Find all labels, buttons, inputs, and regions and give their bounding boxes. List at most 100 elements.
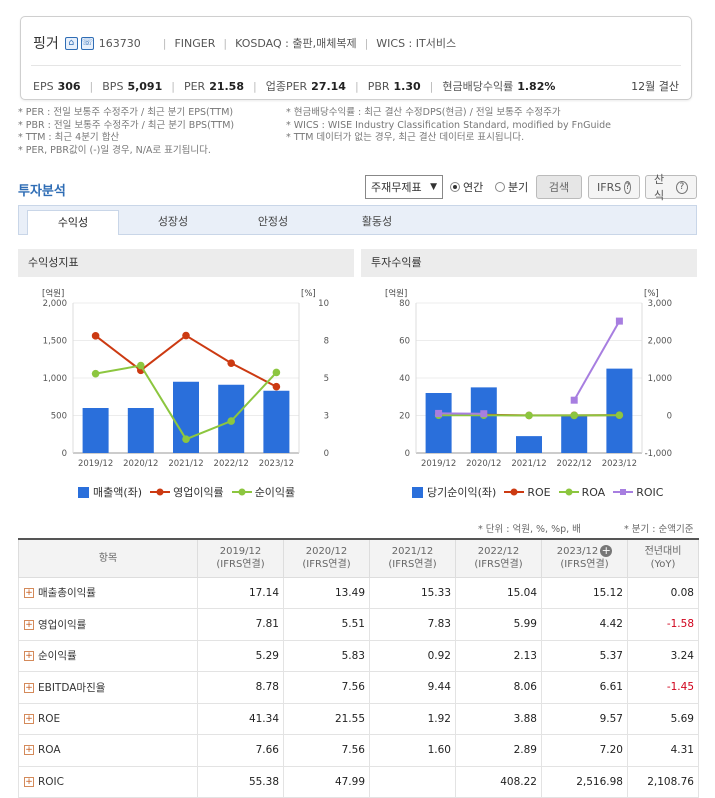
y-tick-label: 1,500 [43,337,67,347]
table-cell: 1.92 [369,702,456,735]
table-cell [369,765,456,798]
y-tick-label: 40 [399,374,410,384]
profitability-legend: 매출액(좌) 영업이익률 순이익률 [78,484,303,500]
settlement-month: 12월 결산 [631,80,679,93]
y-tick-label: 60 [399,337,410,347]
data-point [525,411,533,420]
data-point [227,417,235,425]
table-cell: 408.22 [455,765,542,798]
radio-on-icon[interactable] [450,182,460,192]
x-tick-label: 2023/12 [259,459,294,469]
expand-plus-icon[interactable]: + [24,713,34,724]
header-year: 2019/12 (IFRS연결) [197,538,284,578]
x-tick-label: 2022/12 [557,459,592,469]
data-point [137,361,145,370]
y2-tick-label: 3,000 [648,299,672,309]
data-point [615,411,624,420]
table-row: + 순이익률 5.29 5.83 0.92 2.13 5.37 3.24 [18,639,699,672]
company-name: 핑거 [33,36,59,52]
data-point [570,396,578,404]
table-row: + 영업이익률 7.81 5.51 7.83 5.99 4.42 -1.58 [18,608,699,641]
table-cell: 7.56 [283,734,370,767]
data-point [435,409,443,417]
panel-title-return: 투자수익률 [361,249,697,277]
metric-pbr: PBR 1.30 [367,79,421,93]
bar [470,387,497,453]
table-cell: 15.12 [541,576,628,609]
table-row: + ROE 41.34 21.55 1.92 3.88 9.57 5.69 [18,702,699,735]
bar [561,415,588,453]
divider: | [162,36,167,50]
row-label[interactable]: + ROE [18,702,198,735]
radio-off-icon[interactable] [495,182,505,192]
row-label[interactable]: + ROA [18,734,198,767]
table-cell: 15.04 [455,576,542,609]
header-year: 2023/12 + (IFRS연결) [541,538,628,578]
yoy-cell: 2,108.76 [627,765,699,798]
table-cell: 2,516.98 [541,765,628,798]
tab-stability[interactable]: 안정성 [257,215,289,228]
row-label[interactable]: + 순이익률 [18,639,198,672]
market-info: KOSDAQ : 출판,매체복제 [235,37,357,50]
data-point [182,331,190,340]
help-icon: ? [675,180,688,194]
search-button[interactable]: 검색 [536,175,582,199]
formula-button[interactable]: 산식? [645,173,697,202]
table-cell: 47.99 [283,765,370,798]
x-tick-label: 2022/12 [214,459,249,469]
table-cell: 5.83 [283,639,370,672]
section-title: 투자분석 [18,184,66,199]
ifrs-button[interactable]: IFRS? [588,175,640,199]
table-cell: 15.33 [369,576,456,609]
legend-item: ROIC [613,486,663,499]
y2-tick-label: 8 [324,337,329,347]
expand-plus-icon[interactable]: + [24,745,34,756]
stock-code: 163730 [98,36,141,50]
ratio-table: 항목 2019/12 (IFRS연결) 2020/12 (IFRS연결) 2021/… [18,538,699,798]
expand-plus-icon[interactable]: + [600,544,613,558]
bar [425,393,452,453]
radio-quarter[interactable]: 분기 [495,175,528,199]
y2-tick-label: 3 [324,412,329,422]
table-cell: 17.14 [197,576,284,609]
y2-tick-label: 0 [667,412,672,422]
table-cell: 5.51 [283,608,370,641]
expand-plus-icon[interactable]: + [24,682,34,693]
expand-plus-icon[interactable]: + [24,776,34,787]
data-point [272,382,281,391]
expand-plus-icon[interactable]: + [24,619,34,630]
tab-profitability[interactable]: 수익성 [27,210,119,235]
series-line [573,320,621,401]
table-cell: 7.66 [197,734,284,767]
row-label[interactable]: + 매출총이익률 [18,576,198,609]
home-icon[interactable]: ⌂ [64,36,78,50]
table-header-row: 항목 2019/12 (IFRS연결) 2020/12 (IFRS연결) 2021/… [18,538,699,578]
table-cell: 41.34 [197,702,284,735]
table-cell: 1.60 [369,734,456,767]
tab-activity[interactable]: 활동성 [361,215,393,228]
row-label[interactable]: + ROIC [18,765,198,798]
table-cell: 6.61 [541,671,628,704]
metric-industry-per: 업종PER 27.14 [265,80,346,93]
panel-title-profitability: 수익성지표 [18,249,354,277]
x-tick-label: 2021/12 [511,459,546,469]
metrics-row: EPS 306 | BPS 5,091 | PER 21.58 | 업종PER 27.1… [33,79,679,94]
yoy-cell: -1.58 [627,608,699,641]
legend-item: ROE [504,486,551,499]
tab-growth[interactable]: 성장성 [157,215,189,228]
english-name: FINGER [174,36,216,50]
row-label[interactable]: + 영업이익률 [18,608,198,641]
statement-select[interactable]: 주재무제표 ▼ [365,175,443,199]
row-label[interactable]: + EBITDA마진율 [18,671,198,704]
radio-annual[interactable]: 연간 [450,175,483,199]
header-item: 항목 [18,538,198,578]
metric-per: PER 21.58 [183,79,244,93]
expand-plus-icon[interactable]: + [24,651,34,662]
data-point [480,410,488,418]
expand-plus-icon[interactable]: + [24,588,34,599]
phone-icon[interactable]: ☏ [80,36,94,50]
yoy-cell: 3.24 [627,639,699,672]
legend-swatch [613,489,634,495]
data-point [615,317,623,325]
period-note: * 분기 : 순액기준 [624,524,694,535]
